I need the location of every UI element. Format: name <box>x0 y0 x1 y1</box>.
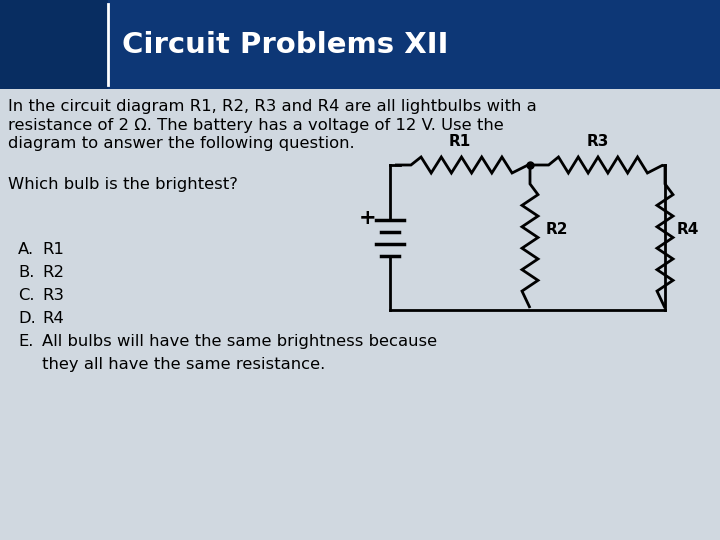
Text: R3: R3 <box>42 288 64 302</box>
Text: R2: R2 <box>546 222 569 237</box>
FancyBboxPatch shape <box>0 0 720 89</box>
Text: D.: D. <box>18 310 36 326</box>
Text: Circuit Problems XII: Circuit Problems XII <box>122 31 449 58</box>
Text: R1: R1 <box>449 134 471 149</box>
Text: In the circuit diagram R1, R2, R3 and R4 are all lightbulbs with a: In the circuit diagram R1, R2, R3 and R4… <box>8 99 536 114</box>
Text: resistance of 2 Ω. The battery has a voltage of 12 V. Use the: resistance of 2 Ω. The battery has a vol… <box>8 118 504 133</box>
Text: R4: R4 <box>677 222 699 237</box>
Text: B.: B. <box>18 265 35 280</box>
Text: All bulbs will have the same brightness because: All bulbs will have the same brightness … <box>42 334 437 349</box>
Text: A.: A. <box>18 241 34 256</box>
Text: R2: R2 <box>42 265 64 280</box>
Text: R3: R3 <box>586 134 608 149</box>
Text: Which bulb is the brightest?: Which bulb is the brightest? <box>8 177 238 192</box>
Text: E.: E. <box>18 334 33 349</box>
Text: diagram to answer the following question.: diagram to answer the following question… <box>8 136 355 151</box>
Text: +: + <box>359 207 377 227</box>
FancyBboxPatch shape <box>0 89 720 540</box>
Text: R1: R1 <box>42 241 64 256</box>
Text: R4: R4 <box>42 310 64 326</box>
Text: they all have the same resistance.: they all have the same resistance. <box>42 356 325 372</box>
FancyBboxPatch shape <box>0 0 108 89</box>
Text: C.: C. <box>18 288 35 302</box>
